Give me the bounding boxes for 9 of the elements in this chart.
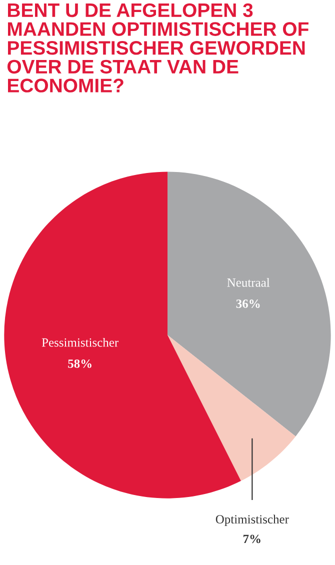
pie-slice bbox=[168, 172, 331, 436]
chart-title: BENT U DE AFGELOPEN 3 MAANDEN OPTIMISTISCHER OF PESSIMISTISCHER GEWORDEN OVER DE STAAT VAN DE ECONOMIE? bbox=[8, 3, 308, 92]
data-label: 7% bbox=[244, 534, 260, 544]
slice-label: Pessimistischer bbox=[42, 338, 119, 347]
slice-label: Neutraal bbox=[227, 278, 270, 287]
data-label: 58% bbox=[68, 359, 92, 368]
pie-slice bbox=[168, 335, 296, 481]
data-label: 36% bbox=[236, 300, 260, 308]
slice-label: Optimistischer bbox=[216, 514, 289, 526]
